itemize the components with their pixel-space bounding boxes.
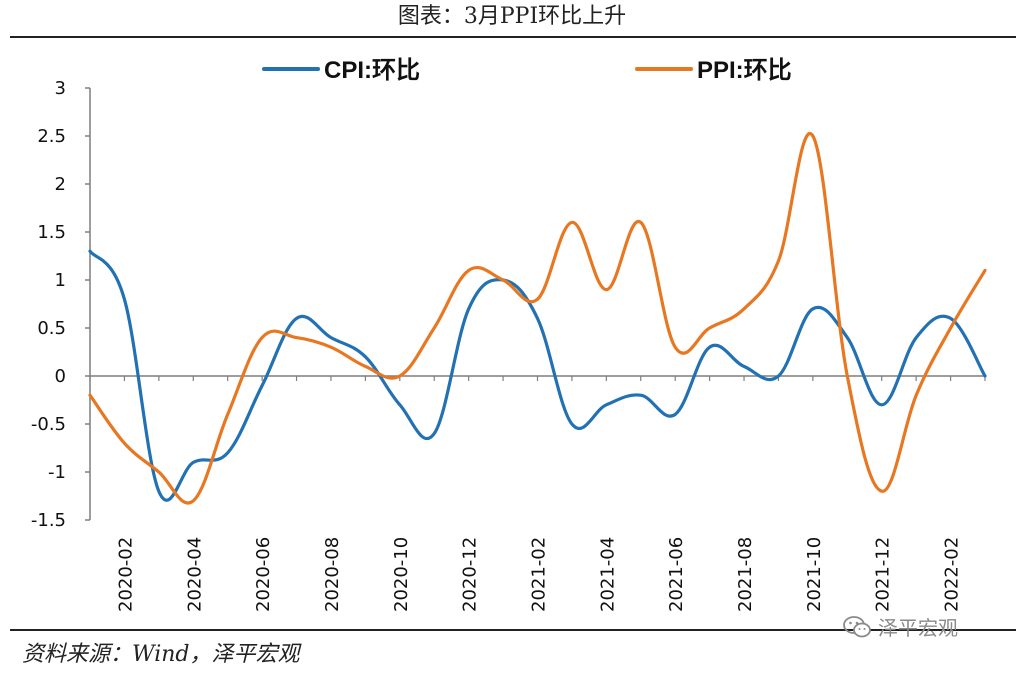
legend-cpi-label: CPI:环比 (324, 57, 420, 84)
x-tick-label: 2020-12 (460, 537, 481, 612)
y-tick-label: 2 (55, 174, 66, 195)
x-tick-label: 2020-06 (253, 537, 274, 612)
source-note: 资料来源：Wind，泽平宏观 (22, 642, 300, 667)
y-tick-label: 0.5 (37, 318, 66, 339)
wechat-icon (843, 615, 871, 637)
ppi-series-line (88, 131, 987, 505)
x-tick-label: 2021-12 (873, 537, 894, 612)
y-tick-label: 3 (55, 78, 66, 99)
y-tick-label: -1.5 (31, 510, 66, 531)
legend-ppi-label: PPI:环比 (697, 57, 792, 84)
x-tick-label: 2020-02 (115, 537, 136, 612)
x-tick-label: 2021-02 (529, 537, 550, 612)
x-tick-label: 2021-10 (804, 537, 825, 612)
legend: CPI:环比 PPI:环比 (262, 57, 792, 84)
y-tick-label: 1.5 (37, 222, 66, 243)
chart-title: 图表：3月PPI环比上升 (397, 4, 627, 29)
series-lines (88, 131, 987, 505)
x-tick-label: 2020-08 (322, 537, 343, 612)
y-tick-label: 1 (55, 270, 66, 291)
watermark-text: 泽平宏观 (878, 616, 958, 640)
watermark: 泽平宏观 (842, 612, 958, 641)
x-tick-label: 2021-06 (666, 537, 687, 612)
bottom-rule (10, 629, 1016, 631)
x-tick-label: 2022-02 (942, 537, 963, 612)
y-tick-label: 0 (55, 366, 66, 387)
y-tick-label: -1 (48, 462, 66, 483)
x-tick-label: 2020-04 (184, 537, 205, 612)
cpi-series-line (88, 249, 987, 502)
x-tick-label: 2021-08 (735, 537, 756, 612)
x-tick-label: 2021-04 (597, 537, 618, 612)
x-tick-label: 2020-10 (391, 537, 412, 612)
axes: 3 2.5 2 1.5 1 0.5 0 -0.5 -1 -1.5 2020-02 2020-04 202… (31, 78, 986, 612)
y-tick-label: 2.5 (37, 126, 66, 147)
y-tick-label: -0.5 (31, 414, 66, 435)
top-rule (10, 36, 1016, 38)
